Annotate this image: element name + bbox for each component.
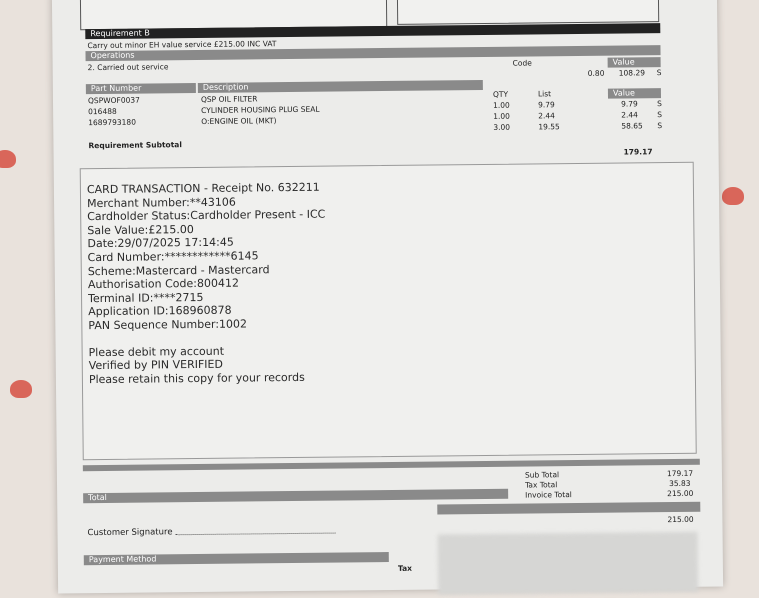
card-transaction: CARD TRANSACTION - Receipt No. 632211 Mer…: [87, 181, 327, 387]
part-row-part-number: QSPWOF0037: [87, 95, 140, 106]
part-row-part-number: 016488: [88, 106, 117, 117]
requirement-subtotal-label: Requirement Subtotal: [88, 140, 182, 151]
part-row-value: 9.79: [621, 99, 638, 109]
fabric-heart: [10, 380, 32, 398]
part-row-qty: 1.00: [493, 100, 510, 110]
tax-total-value: 35.83: [668, 478, 691, 489]
card-line: CARD TRANSACTION - Receipt No. 632211: [86, 180, 320, 197]
parts-value-header: Value: [607, 88, 662, 99]
operation-line: 2. Carried out service: [87, 62, 169, 73]
operation-code: 0.80: [587, 68, 605, 78]
requirement-subtotal: 179.17: [623, 147, 653, 157]
part-row-value: 2.44: [621, 110, 638, 120]
signature-line[interactable]: [175, 532, 336, 536]
part-row-qty: 3.00: [493, 122, 511, 132]
operation-flag: S: [656, 68, 662, 78]
part-row-description: O:ENGINE OIL (MKT): [201, 116, 277, 126]
list-header: List: [537, 89, 552, 99]
part-row-list: 9.79: [538, 100, 555, 110]
part-row-flag: S: [657, 121, 663, 131]
sub-total-value: 179.17: [666, 468, 694, 479]
value-header: Value: [607, 57, 661, 68]
part-row-description: CYLINDER HOUSING PLUG SEAL: [201, 104, 320, 115]
part-row-value: 58.65: [621, 121, 643, 131]
part-row-flag: S: [657, 110, 662, 120]
top-box-right: [396, 0, 660, 25]
total-header: Total: [83, 488, 509, 504]
qty-header: QTY: [492, 89, 509, 99]
part-row-description: QSP OIL FILTER: [200, 94, 258, 104]
invoice-paper: Requirement B Carry out minor EH value s…: [51, 0, 724, 595]
paid-value: 215.00: [667, 514, 694, 525]
fabric-heart: [0, 150, 16, 168]
redacted-area: [437, 531, 699, 595]
tax-label: Tax: [397, 563, 413, 573]
part-row-list: 19.55: [538, 122, 560, 132]
code-header: Code: [512, 58, 532, 68]
part-row-flag: S: [657, 99, 662, 109]
tax-total-label: Tax Total: [525, 480, 558, 490]
payment-method-header: Payment Method: [83, 552, 389, 566]
part-number-header: Part Number: [85, 82, 196, 95]
card-line: Cardholder Status:Cardholder Present - I…: [87, 207, 326, 224]
part-row-qty: 1.00: [493, 111, 510, 121]
invoice-total-value: 215.00: [667, 488, 694, 499]
operation-value: 108.29: [618, 68, 646, 78]
part-row-list: 2.44: [538, 111, 555, 121]
part-row-part-number: 1689793180: [88, 117, 136, 128]
totals-divider: [82, 458, 700, 472]
sub-total-label: Sub Total: [524, 470, 560, 480]
paid-bar: [437, 501, 701, 515]
fabric-heart: [722, 187, 744, 205]
card-footer-line: Please retain this copy for your records: [88, 370, 305, 386]
invoice-total-label: Invoice Total: [525, 490, 572, 500]
customer-signature-label: Customer Signature: [87, 527, 173, 539]
description-header: Description: [197, 79, 483, 93]
